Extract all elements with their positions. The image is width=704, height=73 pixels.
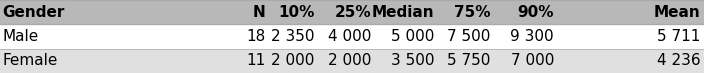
Text: Median: Median (372, 5, 434, 20)
Text: 9 300: 9 300 (510, 29, 554, 44)
Text: 3 500: 3 500 (391, 53, 434, 68)
Text: 4 000: 4 000 (327, 29, 371, 44)
Bar (0, 24, 704, 49)
Text: 5 711: 5 711 (657, 29, 700, 44)
Text: 2 000: 2 000 (327, 53, 371, 68)
Text: Male: Male (2, 29, 38, 44)
Text: 18: 18 (246, 29, 265, 44)
Text: 7 500: 7 500 (447, 29, 491, 44)
Text: 25%: 25% (334, 5, 371, 20)
Bar (0, 0, 704, 24)
Text: Female: Female (2, 53, 58, 68)
Bar (0, 49, 704, 73)
Text: 2 000: 2 000 (271, 53, 315, 68)
Text: 11: 11 (246, 53, 265, 68)
Text: Mean: Mean (654, 5, 700, 20)
Text: 4 236: 4 236 (657, 53, 700, 68)
Text: 2 350: 2 350 (271, 29, 315, 44)
Text: N: N (253, 5, 265, 20)
Text: 75%: 75% (454, 5, 491, 20)
Text: 90%: 90% (517, 5, 554, 20)
Text: 7 000: 7 000 (510, 53, 554, 68)
Text: 5 750: 5 750 (447, 53, 491, 68)
Text: 10%: 10% (278, 5, 315, 20)
Text: Gender: Gender (2, 5, 65, 20)
Text: 5 000: 5 000 (391, 29, 434, 44)
